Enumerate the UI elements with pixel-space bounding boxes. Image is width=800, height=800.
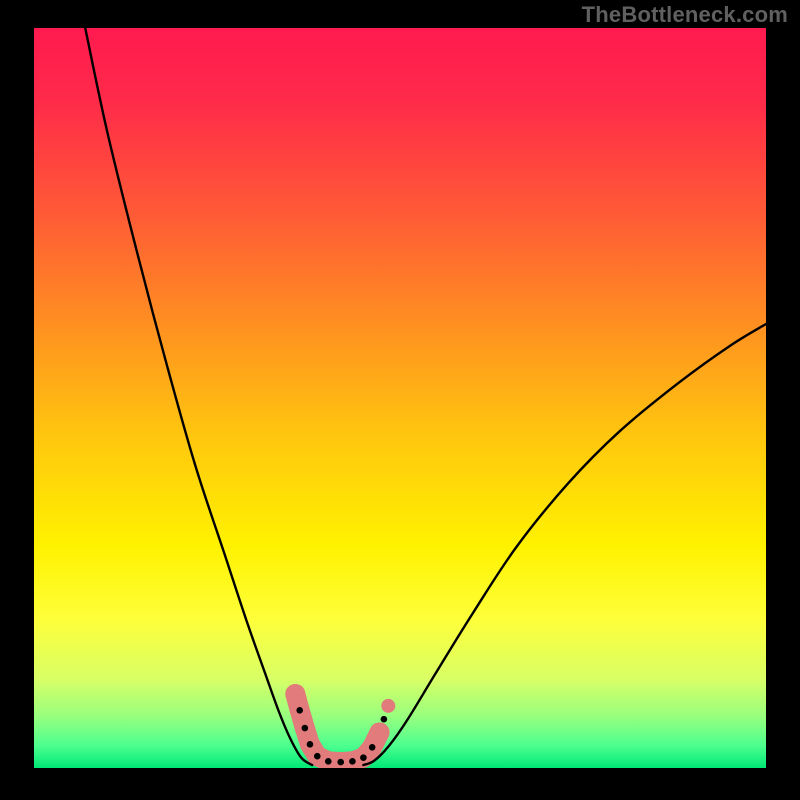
frame-bottom: [0, 768, 800, 800]
curve-right: [363, 324, 766, 765]
frame-left: [0, 0, 34, 800]
watermark-text: TheBottleneck.com: [582, 2, 788, 28]
worm-marker: [285, 684, 395, 765]
frame-right: [766, 0, 800, 800]
plot-area: [34, 28, 766, 768]
curve-left: [85, 28, 312, 765]
chart-overlay: [34, 28, 766, 768]
